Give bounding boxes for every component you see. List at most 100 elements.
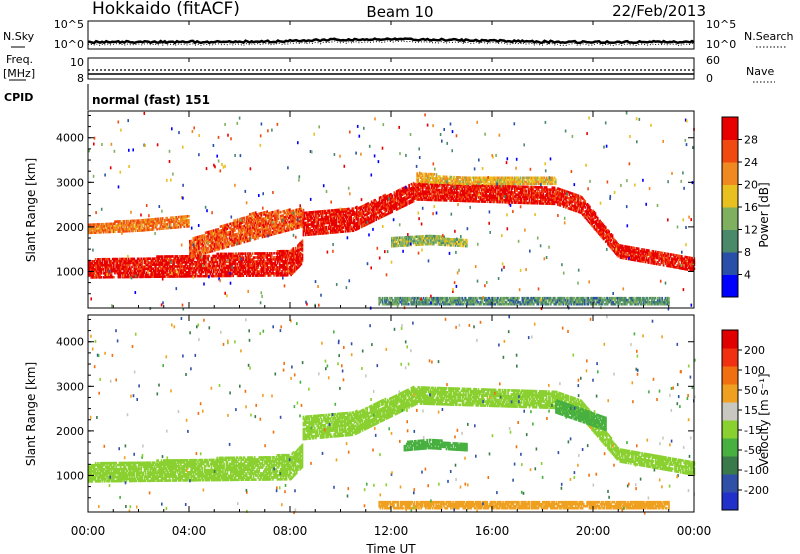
power-cell — [184, 215, 187, 218]
power-cell — [290, 218, 292, 221]
power-cell — [96, 268, 98, 271]
power-cell — [224, 260, 226, 264]
power-cell — [309, 223, 312, 226]
power-cell — [91, 264, 94, 267]
power-cell — [325, 231, 327, 235]
power-cell — [208, 250, 210, 254]
power-cell — [245, 228, 248, 231]
power-cell — [323, 230, 325, 233]
power-cell — [210, 229, 213, 233]
power-cell — [214, 256, 216, 260]
power-cell — [247, 270, 249, 273]
power-cell — [234, 272, 237, 276]
power-cell — [151, 224, 154, 227]
power-cell — [182, 255, 184, 258]
power-cell — [224, 252, 226, 256]
power-cell — [214, 274, 216, 278]
power-cell — [301, 247, 304, 251]
power-cell — [309, 233, 312, 236]
power-cell — [258, 218, 260, 222]
power-cell — [136, 257, 139, 261]
power-cell — [332, 213, 334, 216]
power-cell — [260, 274, 263, 277]
power-cell — [158, 227, 161, 231]
power-cell — [93, 231, 96, 234]
power-cell — [207, 232, 209, 236]
power-cell — [193, 256, 196, 260]
power-cell — [227, 272, 230, 276]
power-cell — [281, 218, 283, 222]
power-cell — [331, 217, 333, 220]
power-cell — [180, 269, 182, 272]
power-cell — [207, 270, 209, 274]
power-cell — [248, 266, 250, 269]
power-cell — [292, 253, 295, 256]
power-cell — [180, 225, 182, 229]
power-cell — [133, 273, 136, 277]
power-cell — [272, 264, 274, 267]
power-cell — [244, 232, 247, 235]
power-cell — [116, 226, 119, 229]
power-cell — [134, 219, 137, 223]
power-cell — [284, 259, 287, 263]
power-cell — [165, 263, 167, 266]
power-cell — [286, 229, 289, 232]
power-cell — [316, 220, 318, 224]
power-cell — [109, 267, 112, 271]
power-cell — [286, 249, 289, 253]
power-cell — [192, 262, 195, 266]
power-cell — [202, 244, 205, 247]
power-cell — [151, 263, 154, 266]
power-cell — [264, 231, 266, 234]
power-cell — [189, 275, 191, 278]
power-cell — [240, 268, 242, 271]
power-cell — [294, 210, 297, 214]
power-cell — [276, 272, 279, 275]
power-cell — [105, 269, 107, 273]
power-cell — [301, 241, 304, 245]
power-cell — [228, 226, 231, 230]
power-cell — [109, 230, 112, 234]
power-cell — [336, 210, 339, 214]
power-cell — [240, 264, 242, 267]
power-cell — [317, 218, 320, 221]
power-cell — [174, 259, 177, 262]
power-cell — [261, 262, 264, 265]
power-cell — [126, 223, 129, 227]
power-cell — [118, 226, 121, 229]
power-cell — [292, 247, 295, 250]
power-cell — [278, 211, 281, 214]
power-cell — [260, 211, 263, 215]
power-cell — [291, 264, 294, 267]
power-cell — [289, 214, 291, 217]
power-cell — [224, 230, 226, 233]
power-cell — [285, 267, 288, 271]
power-cell — [234, 258, 237, 262]
power-cell — [164, 265, 166, 268]
power-cell — [155, 223, 157, 227]
power-cell — [144, 259, 147, 263]
power-cell — [291, 252, 294, 255]
power-cell — [286, 225, 289, 228]
power-cell — [189, 248, 191, 251]
power-cell — [224, 242, 226, 245]
power-cell — [225, 264, 228, 268]
power-cell — [213, 270, 215, 274]
power-cell — [152, 220, 155, 223]
power-cell — [248, 264, 250, 267]
power-cell — [310, 219, 313, 222]
power-cell — [239, 235, 241, 239]
power-cell — [283, 226, 285, 229]
power-cell — [298, 226, 300, 229]
power-cell — [298, 257, 300, 260]
noise-left-tick-bottom: 10^0 — [54, 38, 84, 51]
power-cell — [123, 267, 125, 271]
power-cell — [138, 263, 140, 267]
power-cell — [231, 264, 233, 268]
power-cell — [332, 211, 334, 214]
power-cell — [223, 234, 225, 237]
power-cell — [240, 272, 242, 275]
power-cell — [107, 265, 109, 269]
power-cell — [172, 259, 174, 262]
power-cell — [340, 218, 342, 221]
